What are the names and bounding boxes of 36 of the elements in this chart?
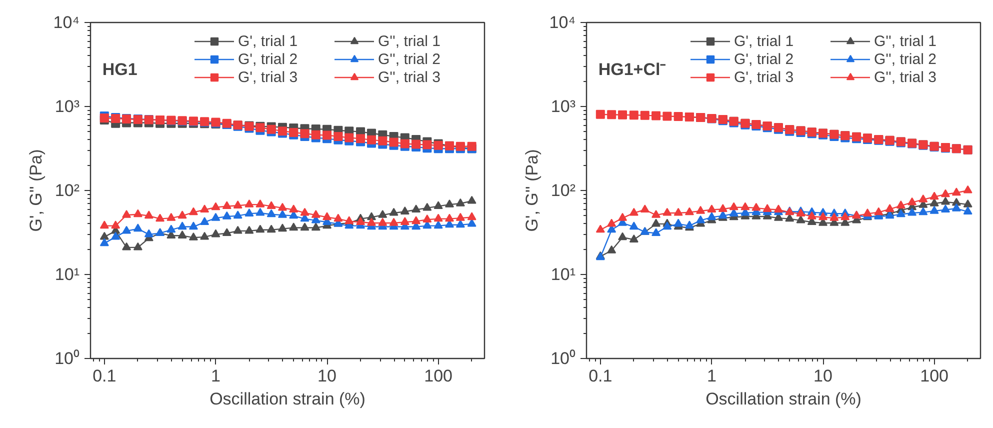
y-tick-label: 10² [54, 181, 80, 200]
x-tick-label: 10 [318, 366, 336, 386]
legend-label: G'', trial 1 [874, 32, 938, 50]
legend-label: G'', trial 3 [378, 68, 442, 86]
annotation: HG1+Cl⁻ [598, 60, 666, 80]
x-tick-label: 100 [424, 366, 453, 386]
x-tick-label: 1 [706, 366, 716, 386]
x-tick-label: 0.1 [92, 366, 116, 386]
legend-label: G', trial 2 [734, 50, 795, 68]
y-tick-label: 10⁴ [549, 13, 576, 32]
y-tick-label: 10² [550, 181, 576, 200]
x-tick-label: 0.1 [588, 366, 612, 386]
x-tick-label: 1 [210, 366, 220, 386]
legend-label: G', trial 2 [238, 50, 299, 68]
x-axis-title: Oscillation strain (%) [210, 390, 366, 408]
y-tick-label: 10³ [550, 97, 576, 116]
y-axis-title: G', G'' (Pa) [26, 149, 46, 232]
legend-label: G', trial 1 [734, 32, 795, 50]
legend-label: G'', trial 3 [874, 68, 938, 86]
legend-label: G', trial 1 [238, 32, 299, 50]
legend-label: G'', trial 2 [874, 50, 938, 68]
legend-label: G', trial 3 [238, 68, 299, 86]
legend-label: G', trial 3 [734, 68, 795, 86]
y-tick-label: 10³ [54, 97, 80, 116]
y-tick-label: 10¹ [54, 265, 80, 284]
legend-label: G'', trial 1 [378, 32, 442, 50]
y-tick-label: 10⁰ [550, 349, 576, 368]
x-tick-label: 100 [920, 366, 949, 386]
y-tick-label: 10¹ [550, 265, 576, 284]
x-axis-title: Oscillation strain (%) [706, 390, 862, 408]
y-axis-title: G', G'' (Pa) [522, 149, 542, 232]
y-tick-label: 10⁴ [53, 13, 80, 32]
x-tick-label: 10 [814, 366, 832, 386]
legend-label: G'', trial 2 [378, 50, 442, 68]
annotation: HG1 [102, 60, 138, 80]
y-tick-label: 10⁰ [54, 349, 80, 368]
